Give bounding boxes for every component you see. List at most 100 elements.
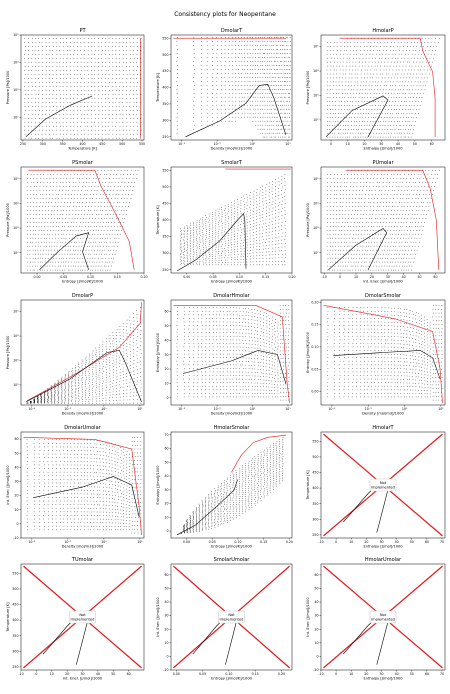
data-point bbox=[373, 97, 374, 98]
data-point bbox=[240, 238, 241, 239]
data-point bbox=[261, 65, 262, 66]
data-point bbox=[215, 213, 216, 214]
data-point bbox=[346, 70, 347, 71]
data-point bbox=[269, 61, 270, 62]
data-point bbox=[284, 137, 285, 138]
data-point bbox=[209, 244, 210, 245]
data-point bbox=[229, 85, 230, 86]
data-point bbox=[278, 265, 279, 266]
data-point bbox=[216, 265, 217, 266]
data-point bbox=[350, 66, 351, 67]
data-point bbox=[247, 231, 248, 232]
data-point bbox=[234, 226, 235, 227]
data-point bbox=[275, 207, 276, 208]
data-point bbox=[392, 129, 393, 130]
data-point bbox=[200, 230, 201, 231]
data-point bbox=[357, 218, 358, 219]
data-point bbox=[52, 50, 53, 51]
data-point bbox=[387, 178, 388, 179]
data-point bbox=[352, 246, 353, 247]
data-point bbox=[53, 174, 54, 175]
data-point bbox=[109, 198, 110, 199]
data-point bbox=[364, 174, 365, 175]
data-point bbox=[134, 78, 135, 79]
data-point bbox=[286, 137, 287, 138]
x-tick-label: 0.15 bbox=[114, 275, 121, 279]
data-point bbox=[31, 70, 32, 71]
data-point bbox=[41, 178, 42, 179]
data-point bbox=[63, 214, 64, 215]
data-point bbox=[28, 206, 29, 207]
data-point bbox=[84, 122, 85, 123]
data-point bbox=[255, 109, 256, 110]
data-point bbox=[334, 190, 335, 191]
data-point bbox=[225, 37, 226, 38]
data-point bbox=[411, 125, 412, 126]
data-point bbox=[62, 270, 63, 271]
data-point bbox=[53, 182, 54, 183]
data-point bbox=[212, 227, 213, 228]
data-point bbox=[340, 58, 341, 59]
data-point bbox=[99, 178, 100, 179]
data-point bbox=[104, 170, 105, 171]
data-point bbox=[282, 219, 283, 220]
data-point bbox=[69, 218, 70, 219]
data-point bbox=[329, 254, 330, 255]
data-point bbox=[102, 54, 103, 55]
data-point bbox=[217, 65, 218, 66]
data-point bbox=[77, 122, 78, 123]
data-point bbox=[107, 262, 108, 263]
data-point bbox=[70, 74, 71, 75]
data-point bbox=[238, 236, 239, 237]
data-point bbox=[77, 58, 78, 59]
data-point bbox=[412, 101, 413, 102]
data-point bbox=[44, 238, 45, 239]
data-point bbox=[74, 66, 75, 67]
data-point bbox=[282, 105, 283, 106]
data-point bbox=[109, 254, 110, 255]
data-point bbox=[63, 242, 64, 243]
data-point bbox=[63, 58, 64, 59]
data-point bbox=[242, 81, 243, 82]
data-point bbox=[366, 214, 367, 215]
data-point bbox=[244, 201, 245, 202]
data-point bbox=[254, 223, 255, 224]
data-point bbox=[333, 82, 334, 83]
data-point bbox=[340, 121, 341, 122]
data-point bbox=[392, 58, 393, 59]
data-point bbox=[213, 105, 214, 106]
data-point bbox=[203, 228, 204, 229]
data-point bbox=[354, 178, 355, 179]
data-point bbox=[193, 61, 194, 62]
data-point bbox=[269, 265, 270, 266]
data-point bbox=[27, 246, 28, 247]
data-point bbox=[221, 53, 222, 54]
data-point bbox=[269, 81, 270, 82]
data-point bbox=[105, 86, 106, 87]
data-point bbox=[217, 109, 218, 110]
data-point bbox=[67, 102, 68, 103]
data-point bbox=[348, 258, 349, 259]
data-point bbox=[206, 233, 207, 234]
data-point bbox=[41, 258, 42, 259]
data-point bbox=[193, 263, 194, 264]
data-point bbox=[129, 106, 130, 107]
data-point bbox=[426, 62, 427, 63]
data-point bbox=[196, 240, 197, 241]
data-point bbox=[177, 65, 178, 66]
data-point bbox=[373, 230, 374, 231]
data-point bbox=[237, 241, 238, 242]
data-point bbox=[284, 93, 285, 94]
data-point bbox=[370, 210, 371, 211]
data-point bbox=[228, 233, 229, 234]
data-point bbox=[69, 190, 70, 191]
data-point bbox=[129, 70, 130, 71]
data-point bbox=[350, 93, 351, 94]
data-point bbox=[117, 234, 118, 235]
data-point bbox=[102, 130, 103, 131]
data-point bbox=[358, 74, 359, 75]
data-point bbox=[269, 89, 270, 90]
data-point bbox=[194, 93, 195, 94]
data-point bbox=[235, 37, 236, 38]
data-point bbox=[221, 77, 222, 78]
